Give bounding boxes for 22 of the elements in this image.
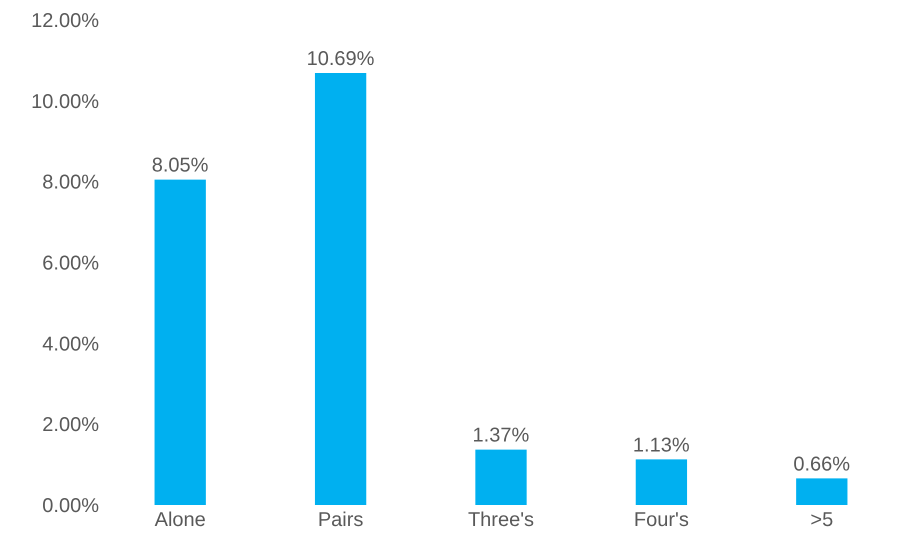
x-tick-label: Pairs <box>318 509 364 531</box>
y-tick-label: 6.00% <box>42 252 100 274</box>
data-label: 8.05% <box>152 154 209 177</box>
x-tick-label: >5 <box>810 509 834 531</box>
data-label: 10.69% <box>306 48 375 70</box>
y-tick-label: 10.00% <box>31 90 100 113</box>
y-tick-label: 4.00% <box>42 333 100 356</box>
x-tick-label: Alone <box>154 509 206 531</box>
x-tick-label: Four's <box>634 509 689 531</box>
bar <box>636 459 688 505</box>
data-label: 0.66% <box>793 453 850 476</box>
y-tick-label: 0.00% <box>42 495 100 517</box>
bar <box>154 180 206 505</box>
y-tick-label: 8.00% <box>42 172 100 194</box>
y-tick-label: 2.00% <box>42 414 100 436</box>
bar <box>475 450 527 505</box>
data-label: 1.37% <box>472 424 530 447</box>
bar <box>796 478 848 505</box>
x-tick-label: Three's <box>468 509 534 531</box>
bar <box>314 72 366 505</box>
y-tick-label: 12.00% <box>31 10 100 32</box>
data-label: 1.13% <box>632 434 690 456</box>
